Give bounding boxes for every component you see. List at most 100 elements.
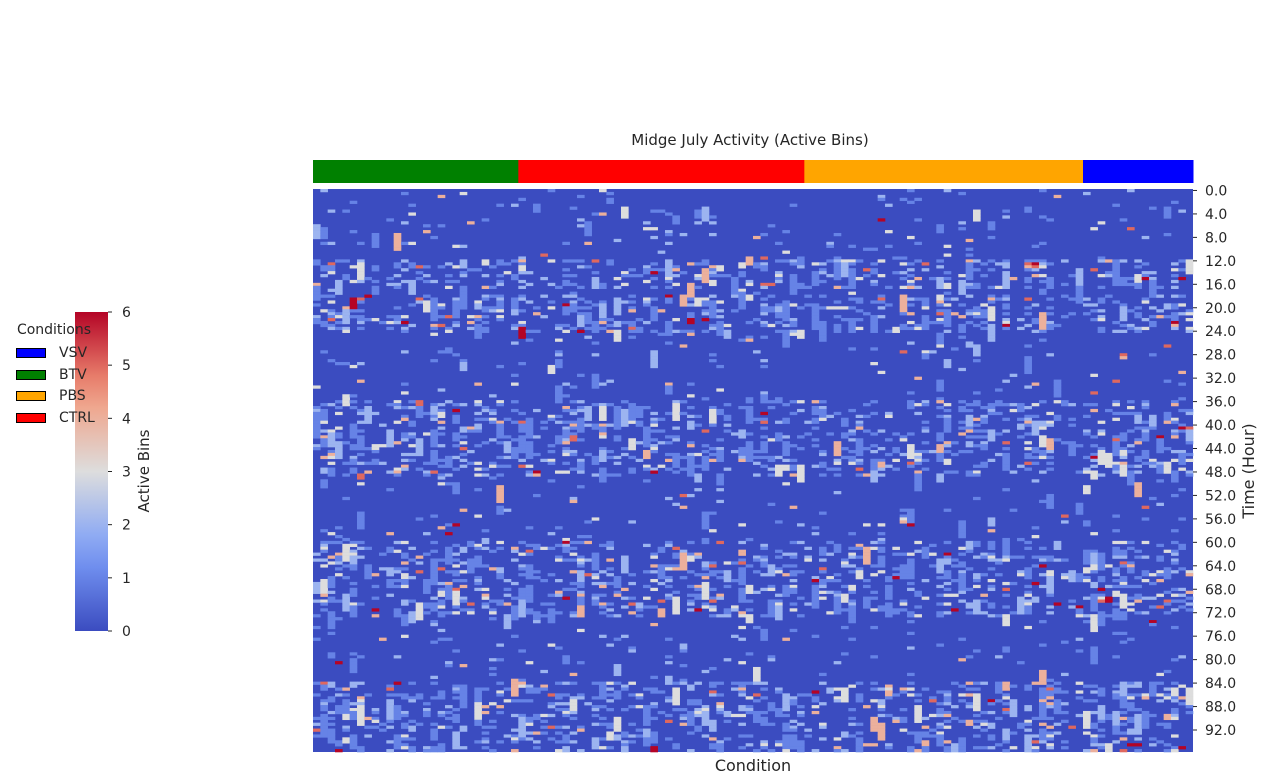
heatmap-cell <box>511 303 519 307</box>
heatmap-cell <box>1149 426 1157 430</box>
heatmap-cell <box>1090 464 1098 468</box>
heatmap-cell <box>555 681 563 685</box>
heatmap-cell <box>577 194 585 199</box>
heatmap-cell <box>613 417 622 421</box>
heatmap-cell <box>1127 684 1135 688</box>
heatmap-cell <box>650 235 658 240</box>
heatmap-cell <box>760 631 768 636</box>
heatmap-cell <box>569 282 578 287</box>
heatmap-cell <box>789 696 798 700</box>
heatmap-cell <box>1127 564 1135 568</box>
heatmap-cell <box>591 576 600 580</box>
heatmap-cell <box>606 262 614 266</box>
heatmap-cell <box>1112 268 1120 272</box>
heatmap-cell <box>591 423 600 427</box>
heatmap-cell <box>1149 417 1157 421</box>
heatmap-cell <box>496 441 504 445</box>
heatmap-cell <box>797 523 805 527</box>
heatmap-cell <box>687 452 695 457</box>
heatmap-cell <box>401 405 409 410</box>
heatmap-cell <box>335 743 343 747</box>
heatmap-cell <box>877 197 886 202</box>
heatmap-cell <box>342 702 350 706</box>
heatmap-cell <box>907 687 915 691</box>
heatmap-cell <box>1097 576 1106 580</box>
heatmap-cell <box>1097 455 1106 460</box>
heatmap-cell <box>452 309 460 313</box>
heatmap-cell <box>320 438 328 442</box>
heatmap-cell <box>672 426 680 430</box>
heatmap-cell <box>1178 567 1186 571</box>
heatmap-cell <box>907 631 915 636</box>
heatmap-cell <box>511 690 519 694</box>
heatmap-cell <box>943 710 952 715</box>
heatmap-cell <box>987 235 996 240</box>
heatmap-cell <box>364 567 372 571</box>
heatmap-cell <box>965 276 974 281</box>
heatmap-cell <box>547 593 556 597</box>
heatmap-cell <box>511 382 519 386</box>
heatmap-cell <box>760 573 768 577</box>
heatmap-cell <box>349 716 358 721</box>
heatmap-cell <box>665 294 673 298</box>
heatmap-cell <box>1127 716 1135 721</box>
heatmap-cell <box>826 611 834 615</box>
heatmap-cell <box>951 746 959 750</box>
heatmap-cell <box>599 684 607 688</box>
heatmap-cell <box>606 608 614 612</box>
heatmap-cell <box>1090 549 1098 553</box>
heatmap-cell <box>599 423 607 427</box>
heatmap-cell <box>797 479 805 483</box>
heatmap-cell <box>665 699 673 703</box>
heatmap-cell <box>401 696 409 700</box>
heatmap-cell <box>672 215 680 219</box>
heatmap-cell <box>555 362 563 366</box>
heatmap-cell <box>804 728 812 732</box>
heatmap-cell <box>1024 461 1032 465</box>
heatmap-cell <box>833 411 842 416</box>
heatmap-cell <box>430 452 438 457</box>
heatmap-cell <box>694 552 702 556</box>
heatmap-cell <box>731 291 739 295</box>
heatmap-cell <box>943 303 952 307</box>
heatmap-cell <box>929 699 937 703</box>
heatmap-cell <box>980 722 988 726</box>
heatmap-cell <box>525 426 534 430</box>
heatmap-cell <box>613 584 622 589</box>
heatmap-cell <box>408 444 416 448</box>
heatmap-cell <box>401 555 409 559</box>
heatmap-cell <box>577 329 585 333</box>
heatmap-cell <box>313 716 321 721</box>
heatmap-cell <box>848 291 856 295</box>
heatmap-cell <box>599 326 607 331</box>
heatmap-cell <box>687 394 695 398</box>
heatmap-cell <box>694 221 702 225</box>
heatmap-cell <box>1119 684 1128 688</box>
heatmap-cell <box>885 578 893 583</box>
heatmap-cell <box>797 722 805 726</box>
heatmap-cell <box>679 567 688 571</box>
heatmap-cell <box>965 605 974 609</box>
heatmap-cell <box>496 505 504 509</box>
heatmap-cell <box>525 599 534 603</box>
heatmap-cell <box>1002 552 1010 556</box>
heatmap-cell <box>782 564 790 568</box>
heatmap-cell <box>577 596 585 600</box>
heatmap-cell <box>518 590 526 594</box>
heatmap-cell <box>643 432 651 436</box>
heatmap-cell <box>1119 470 1128 474</box>
heatmap-cell <box>430 561 438 565</box>
heatmap-cell <box>525 690 534 694</box>
heatmap-cell <box>511 734 519 738</box>
heatmap-cell <box>401 438 409 442</box>
heatmap-cell <box>474 403 482 407</box>
heatmap-cell <box>753 693 761 697</box>
heatmap-cell <box>1075 276 1084 281</box>
heatmap-cell <box>797 282 805 287</box>
heatmap-cell <box>885 464 893 468</box>
heatmap-cell <box>474 716 482 721</box>
heatmap-cell <box>621 734 629 738</box>
heatmap-cell <box>613 725 622 729</box>
heatmap-cell <box>591 458 600 463</box>
heatmap-cell <box>907 268 915 272</box>
